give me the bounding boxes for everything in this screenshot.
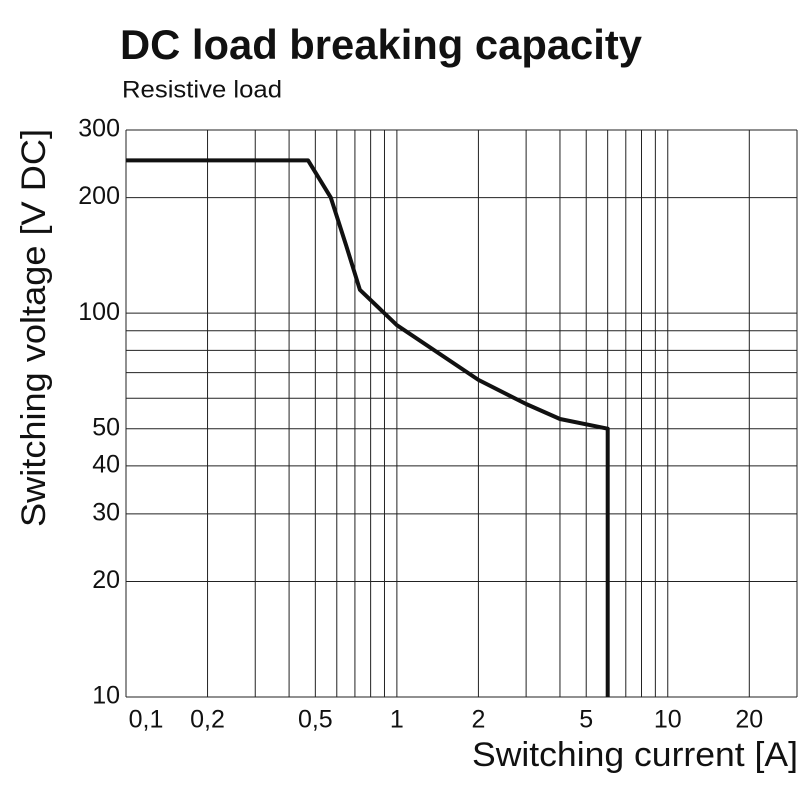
x-tick-label: 2: [471, 706, 485, 734]
x-tick-label: 20: [735, 706, 763, 734]
x-tick-label: 0,2: [190, 706, 225, 734]
y-tick-label: 20: [92, 566, 120, 594]
x-tick-label: 5: [579, 706, 593, 734]
x-axis-label: Switching current [A]: [472, 736, 798, 774]
y-tick-label: 30: [92, 498, 120, 526]
data-line: [126, 158, 610, 697]
x-tick-label: 0,1: [129, 706, 164, 734]
y-axis-label: Switching voltage [V DC]: [15, 129, 53, 527]
y-tick-label: 10: [92, 682, 120, 710]
y-tick-label: 100: [78, 298, 120, 326]
y-tick-label: 200: [78, 182, 120, 210]
chart-subtitle: Resistive load: [122, 76, 282, 103]
x-tick-label: 1: [390, 706, 404, 734]
chart-title: DC load breaking capacity: [120, 21, 643, 68]
x-tick-label: 10: [654, 706, 682, 734]
y-tick-label: 300: [78, 115, 120, 143]
y-tick-label: 50: [92, 413, 120, 441]
x-tick-label: 0,5: [298, 706, 333, 734]
y-tick-label: 40: [92, 451, 120, 479]
